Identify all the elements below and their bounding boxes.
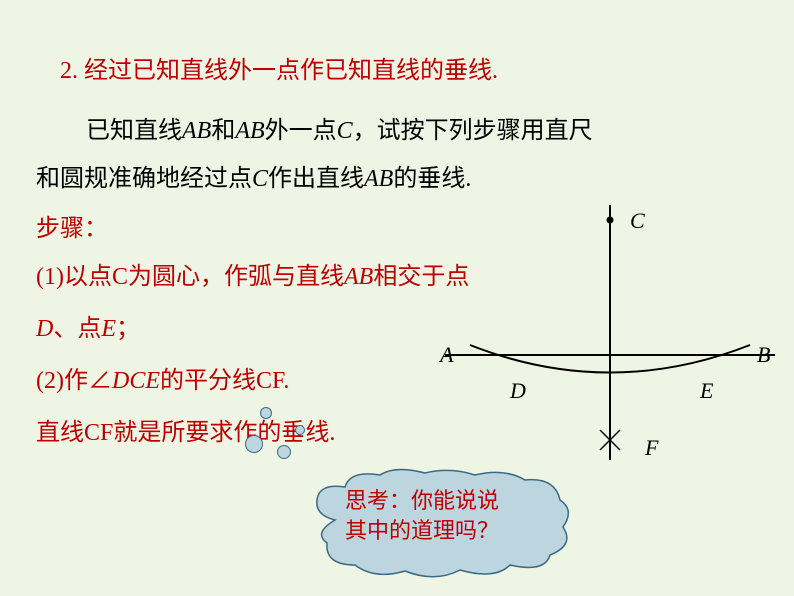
var-AB: AB (182, 118, 211, 144)
thought-line-2: 其中的道理吗？ (345, 516, 499, 546)
thought-bubble-3 (245, 435, 263, 453)
label-E: E (699, 378, 714, 403)
text: (2)作∠ (36, 368, 112, 394)
text: 、点 (53, 316, 101, 342)
thought-line-1: 思考：你能说说 (345, 486, 499, 516)
thought-text: 思考：你能说说 其中的道理吗？ (345, 486, 499, 545)
text: (1)以点C为圆心，作弧与直线 (36, 264, 344, 290)
label-A: A (438, 342, 454, 367)
text: 和圆规准确地经过点 (36, 166, 252, 192)
text: ，试按下列步骤用直尺 (353, 118, 593, 144)
text: 外一点 (265, 118, 337, 144)
var-D: D (36, 316, 53, 342)
label-F: F (644, 435, 659, 460)
label-D: D (509, 378, 526, 403)
steps-label: 步骤： (36, 210, 108, 248)
var-DCE: DCE (112, 368, 160, 394)
text: 作出直线 (268, 166, 364, 192)
paragraph-line-2: 和圆规准确地经过点C作出直线AB的垂线. (36, 160, 471, 198)
var-AB: AB (344, 264, 373, 290)
var-AB: AB (364, 166, 393, 192)
thought-bubble-0 (295, 425, 305, 435)
heading: 2. 经过已知直线外一点作已知直线的垂线. (60, 52, 498, 90)
thought-bubble-2 (260, 407, 272, 419)
paragraph-line-1: 已知直线AB和AB外一点C，试按下列步骤用直尺 (60, 112, 593, 150)
label-C: C (630, 208, 645, 233)
text: 的垂线. (393, 166, 471, 192)
geometry-diagram: C A B D E F (435, 200, 785, 470)
slide-content: 2. 经过已知直线外一点作已知直线的垂线. 已知直线AB和AB外一点C，试按下列… (0, 0, 794, 596)
text: 的平分线CF. (160, 368, 289, 394)
step-1-line-1: (1)以点C为圆心，作弧与直线AB相交于点 (36, 258, 469, 296)
var-AB: AB (235, 118, 264, 144)
var-E: E (101, 316, 116, 342)
text: 已知直线 (86, 118, 182, 144)
step-1-line-2: D、点E； (36, 310, 140, 348)
text: 和 (211, 118, 235, 144)
point-C (607, 217, 614, 224)
label-B: B (757, 342, 770, 367)
conclusion: 直线CF就是所要求作的垂线. (36, 414, 335, 452)
step-2: (2)作∠DCE的平分线CF. (36, 362, 289, 400)
var-C: C (252, 166, 268, 192)
text: ； (116, 316, 140, 342)
var-C: C (337, 118, 353, 144)
thought-bubble-1 (277, 445, 291, 459)
